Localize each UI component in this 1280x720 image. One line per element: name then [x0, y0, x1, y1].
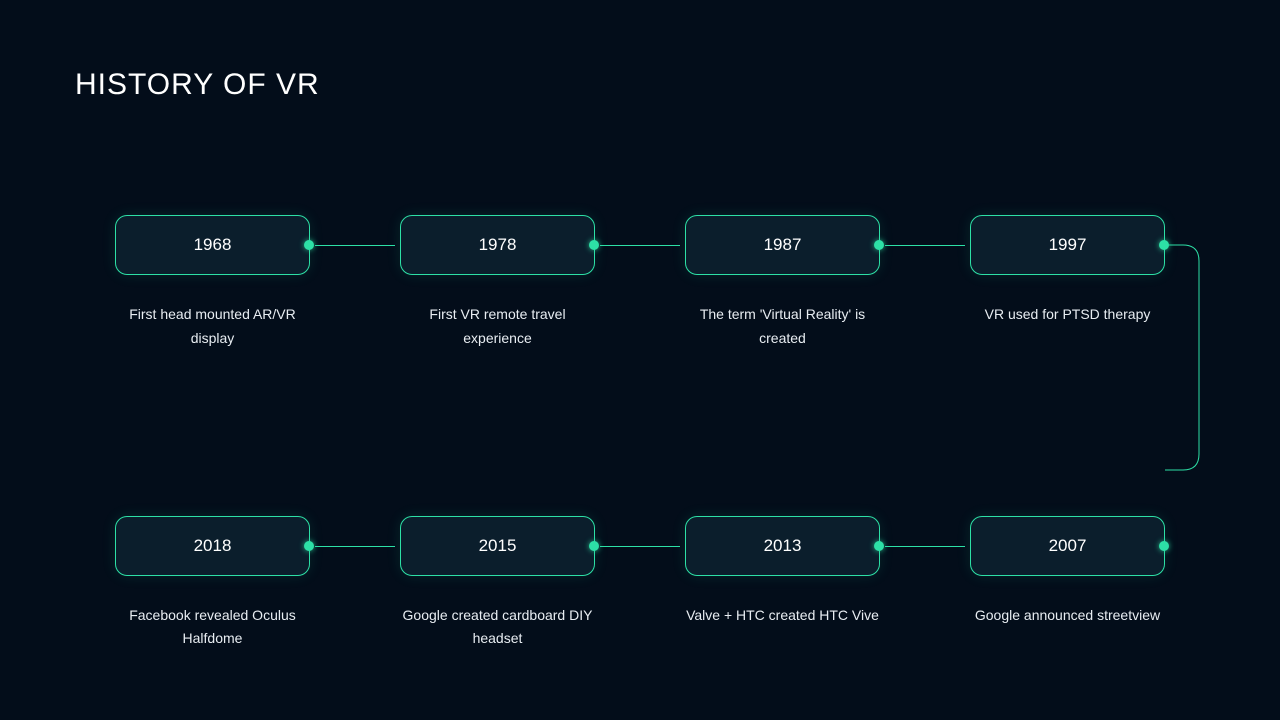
year-label: 2013 [764, 536, 802, 556]
year-box: 1978 [400, 215, 595, 275]
event-description: First head mounted AR/VR display [115, 303, 310, 351]
year-box: 2018 [115, 516, 310, 576]
timeline-event: 2015 Google created cardboard DIY headse… [400, 516, 595, 652]
year-box: 1997 [970, 215, 1165, 275]
year-label: 2018 [194, 536, 232, 556]
connector [885, 546, 965, 547]
timeline-event: 1968 First head mounted AR/VR display [115, 215, 310, 351]
year-label: 2015 [479, 536, 517, 556]
year-label: 1978 [479, 235, 517, 255]
year-box: 2013 [685, 516, 880, 576]
event-description: Google announced streetview [970, 604, 1165, 628]
timeline-row-1: 1968 First head mounted AR/VR display 19… [115, 215, 1165, 351]
connector-dot [304, 240, 314, 250]
connector-dot [589, 240, 599, 250]
event-description: First VR remote travel experience [400, 303, 595, 351]
year-box: 1987 [685, 215, 880, 275]
connector [600, 546, 680, 547]
event-description: Facebook revealed Oculus Halfdome [115, 604, 310, 652]
connector [315, 245, 395, 246]
connector-dot [589, 541, 599, 551]
event-description: Google created cardboard DIY headset [400, 604, 595, 652]
timeline-event: 1987 The term 'Virtual Reality' is creat… [685, 215, 880, 351]
year-label: 1987 [764, 235, 802, 255]
year-label: 1997 [1049, 235, 1087, 255]
connector [600, 245, 680, 246]
timeline-event: 1978 First VR remote travel experience [400, 215, 595, 351]
connector-dot [304, 541, 314, 551]
wrap-connector [1165, 245, 1203, 470]
event-description: The term 'Virtual Reality' is created [685, 303, 880, 351]
year-label: 1968 [194, 235, 232, 255]
connector-dot [1159, 541, 1169, 551]
timeline-event: 1997 VR used for PTSD therapy [970, 215, 1165, 351]
year-box: 2015 [400, 516, 595, 576]
year-box: 1968 [115, 215, 310, 275]
page-title: HISTORY OF VR [75, 68, 320, 102]
timeline-event: 2018 Facebook revealed Oculus Halfdome [115, 516, 310, 652]
connector [315, 546, 395, 547]
timeline-event: 2013 Valve + HTC created HTC Vive [685, 516, 880, 652]
connector [885, 245, 965, 246]
connector-dot [874, 240, 884, 250]
year-box: 2007 [970, 516, 1165, 576]
event-description: VR used for PTSD therapy [970, 303, 1165, 327]
connector-dot [874, 541, 884, 551]
event-description: Valve + HTC created HTC Vive [685, 604, 880, 628]
timeline: 1968 First head mounted AR/VR display 19… [115, 215, 1165, 651]
year-label: 2007 [1049, 536, 1087, 556]
timeline-row-2: 2018 Facebook revealed Oculus Halfdome 2… [115, 516, 1165, 652]
timeline-event: 2007 Google announced streetview [970, 516, 1165, 652]
